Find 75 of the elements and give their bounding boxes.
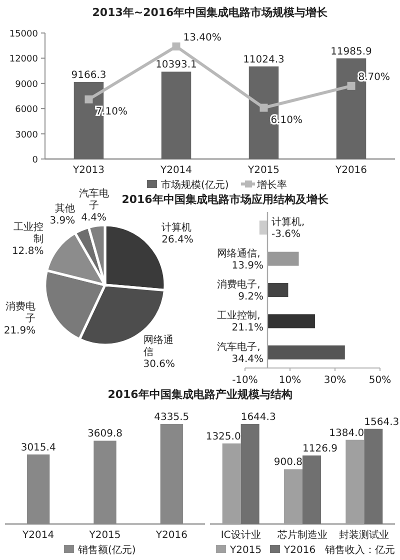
data-label: 21.9% [4,325,36,336]
x-tick-label: Y2015 [88,530,121,541]
y-tick-label: 12000 [9,54,38,65]
slice-label: 汽车电子 [78,187,109,212]
point [172,42,180,50]
x-tick-label: Y2015 [246,165,280,176]
y-tick-label: 6000 [15,105,38,116]
data-label: 1384.0 [329,428,364,439]
data-label: 4.4% [81,212,107,224]
data-label: 工业控制, 21.1% [217,310,264,334]
x-tick-label: 30% [324,375,346,386]
data-label: 3609.8 [88,428,122,440]
bar [302,455,321,524]
bar [284,469,302,524]
y-tick-label: 15000 [9,30,38,40]
x-tick-label: 芯片制造业 [276,529,328,541]
data-label: 1564.3 [364,416,400,428]
bar [222,443,241,524]
x-tick-label: Y2016 [334,165,368,176]
bar [364,428,383,524]
bar [268,314,315,328]
bar [240,424,260,524]
data-label: 1644.3 [240,412,276,423]
data-label: 汽车电子, 34.4% [217,340,264,365]
slice-label: 计算机 [162,222,192,234]
y-tick-label: 9000 [15,80,38,90]
x-tick-label: IC设计业 [220,529,261,541]
point [260,104,268,112]
y-tick-label: 3000 [15,130,38,140]
legend-label: 增长率 [256,179,287,191]
data-label: 3015.4 [20,442,56,454]
chart-title: 2013年~2016年中国集成电路市场规模与增长 [92,6,329,19]
legend-label: Y2016 [283,545,316,556]
data-label: 3.9% [50,216,76,227]
data-label: 计算机, -3.6% [272,216,308,240]
point [84,95,93,104]
data-label: 4335.5 [154,412,190,423]
legend-label: 市场规模(亿元) [161,179,229,191]
x-tick-label: 10% [278,375,302,386]
data-label: 900.8 [274,457,302,468]
legend-label: Y2015 [229,545,262,556]
data-label: 1325.0 [206,431,241,442]
data-label: 11985.9 [330,46,372,58]
bar [346,440,364,524]
data-label: 13.40% [183,32,222,44]
text: 2016年中国集成电路市场应用结构及增长 [122,193,330,206]
x-tick-label: -10% [232,375,258,386]
data-label: 26.4% [162,234,194,246]
x-tick-label: Y2013 [72,165,105,176]
chart-title: 2016年中国集成电路产业规模与结构 [108,388,292,401]
bar [268,252,299,266]
slice-label: 其他 [55,202,76,215]
bar [259,220,268,235]
bar [268,283,288,297]
data-label: 消费电子, 9.2% [217,278,264,302]
x-tick-label: Y2014 [159,165,192,176]
slice-label: 工业控制 [14,221,44,246]
data-label: 10393.1 [156,60,197,71]
x-tick-label: Y2014 [22,530,54,541]
point [347,82,356,90]
data-label: 30.6% [143,359,176,370]
bar [268,345,345,360]
x-tick-label: 50% [368,375,392,386]
data-label: 网络通信, 13.9% [217,247,264,272]
data-label: 9166.3 [71,70,106,82]
data-label: 11024.3 [243,54,284,66]
x-tick-label: Y2016 [154,530,188,541]
slice-label: 消费电子 [6,300,36,324]
y-tick-label: 0 [32,156,38,166]
text: 销售收入：亿元 [324,544,395,556]
slice-label: 网络通信 [143,334,174,358]
legend-label: 销售额(亿元) [77,544,136,556]
data-label: 1126.9 [302,443,338,454]
x-tick-label: 封装测试业 [339,529,390,541]
data-label: 12.8% [12,246,44,258]
